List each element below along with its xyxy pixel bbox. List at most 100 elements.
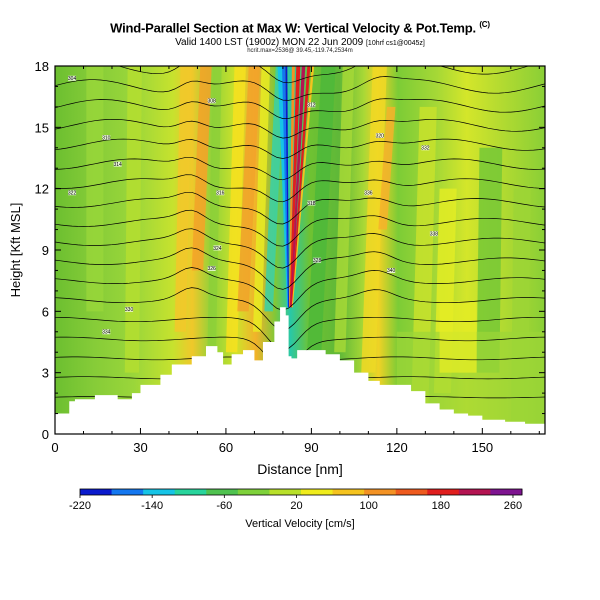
isentrope-line bbox=[55, 174, 545, 203]
colorbar-tick-label: -140 bbox=[141, 500, 163, 512]
isentrope-label: 330 bbox=[125, 307, 134, 313]
valid-time: Valid 1400 LST (1900z) MON 22 Jun 2009 bbox=[175, 37, 364, 48]
colorbar-swatch bbox=[206, 489, 239, 495]
isentrope-label: 310 bbox=[102, 135, 111, 141]
colorbar-swatch bbox=[269, 489, 302, 495]
chart-title: Wind-Parallel Section at Max W: Vertical… bbox=[0, 20, 600, 35]
isentrope-label-bg bbox=[421, 145, 430, 151]
isentrope-line bbox=[55, 156, 545, 181]
updraft-core-layer bbox=[291, 66, 311, 308]
isentrope-label: 338 bbox=[430, 231, 439, 237]
isentrope-line bbox=[55, 138, 545, 159]
y-axis-label: Height [Kft MSL] bbox=[8, 203, 23, 298]
isentrope-label-bg bbox=[68, 190, 77, 196]
isentrope-line bbox=[55, 191, 545, 225]
isentrope-label: 320 bbox=[376, 133, 385, 139]
colorbar-tick-label: 180 bbox=[432, 500, 450, 512]
colorbar-tick-label: -220 bbox=[69, 500, 91, 512]
colorbar-swatch bbox=[490, 489, 523, 495]
velocity-band bbox=[225, 66, 246, 353]
isentrope-line bbox=[55, 228, 545, 269]
colorbar-swatch bbox=[332, 489, 365, 495]
isentrope-label-bg bbox=[375, 133, 384, 139]
isentrope-line bbox=[55, 98, 545, 119]
colorbar-swatch bbox=[458, 489, 491, 495]
velocity-band bbox=[264, 66, 285, 312]
velocity-band bbox=[334, 66, 355, 353]
colorbar-swatch bbox=[364, 489, 397, 495]
isentrope-label: 318 bbox=[307, 201, 316, 207]
colorbar-swatch bbox=[395, 489, 428, 495]
isentrope-line bbox=[55, 118, 545, 139]
x-tick-label: 120 bbox=[386, 440, 408, 455]
isentrope-label: 314 bbox=[114, 162, 123, 168]
x-tick-label: 90 bbox=[304, 440, 318, 455]
colorbar-swatch bbox=[237, 489, 270, 495]
isentrope-label-bg bbox=[307, 200, 316, 206]
velocity-band bbox=[307, 66, 336, 353]
x-axis-label: Distance [nm] bbox=[257, 461, 343, 477]
isentrope-label-bg bbox=[364, 190, 373, 196]
y-tick-label: 0 bbox=[42, 427, 49, 442]
isentrope-label-bg bbox=[102, 135, 111, 141]
isentrope-line bbox=[55, 287, 545, 331]
isentrope-line bbox=[117, 66, 531, 84]
updraft-core-layer bbox=[290, 66, 306, 308]
isentrope-label: 336 bbox=[364, 191, 373, 197]
isentrope-label-bg bbox=[102, 329, 111, 335]
colorbar: -220 -140 -60 20 100 180 260 bbox=[69, 488, 523, 512]
isentrope-line bbox=[55, 209, 545, 247]
isentrope-label: 316 bbox=[216, 191, 225, 197]
isentrope-label: 322 bbox=[68, 191, 77, 197]
y-axis: 0 3 6 9 12 15 18 bbox=[35, 59, 545, 442]
plot-area: 304 310 314 322 330 334 308 316 324 326 312 318 328 3… bbox=[55, 66, 545, 434]
velocity-band bbox=[378, 106, 396, 230]
updraft-core-layer bbox=[289, 66, 301, 308]
isentrope-line bbox=[55, 247, 545, 290]
isentrope-lines: 304 310 314 322 330 334 308 316 324 326 312 318 328 3… bbox=[55, 66, 545, 430]
forecast-run: [10hrf cs1@0045z] bbox=[365, 40, 425, 47]
colorbar-swatch bbox=[111, 489, 144, 495]
isentrope-label: 332 bbox=[421, 146, 430, 152]
updraft-core-layer bbox=[277, 66, 289, 308]
isentrope-label-bg bbox=[207, 98, 216, 104]
isentrope-label: 324 bbox=[213, 246, 222, 252]
updraft-core-layer bbox=[289, 66, 295, 308]
y-tick-label: 15 bbox=[35, 120, 49, 135]
velocity-band bbox=[237, 66, 261, 312]
chart-title-text: Wind-Parallel Section at Max W: Vertical… bbox=[110, 20, 476, 36]
updraft-core bbox=[277, 66, 315, 308]
y-tick-label: 3 bbox=[42, 366, 49, 381]
x-tick-label: 0 bbox=[51, 440, 58, 455]
velocity-band bbox=[207, 66, 222, 353]
isentrope-label-bg bbox=[307, 102, 316, 108]
colorbar-frame bbox=[79, 488, 523, 496]
updraft-core-layer bbox=[291, 66, 315, 308]
isentrope-label: 312 bbox=[307, 103, 316, 109]
isentrope-label: 340 bbox=[387, 268, 396, 274]
copyright-tag: (C) bbox=[479, 20, 490, 29]
velocity-band bbox=[361, 66, 387, 373]
y-tick-label: 18 bbox=[35, 59, 49, 74]
velocity-band bbox=[174, 66, 192, 332]
isentrope-line bbox=[55, 267, 545, 311]
isentrope-label-bg bbox=[213, 245, 222, 251]
updraft-core-layer bbox=[282, 66, 289, 308]
velocity-band bbox=[439, 301, 477, 373]
isentrope-label-bg bbox=[216, 190, 225, 196]
velocity-band bbox=[191, 66, 212, 271]
isentrope-label: 308 bbox=[208, 99, 217, 105]
colorbar-swatch bbox=[427, 489, 460, 495]
isentrope-label: 334 bbox=[102, 330, 111, 336]
y-tick-label: 12 bbox=[35, 182, 49, 197]
updraft-core-layer bbox=[285, 66, 289, 308]
colorbar-swatch bbox=[143, 489, 176, 495]
isentrope-label-bg bbox=[113, 161, 122, 167]
x-tick-label: 150 bbox=[471, 440, 493, 455]
isentrope-label-bg bbox=[313, 257, 322, 263]
colorbar-swatch bbox=[80, 489, 113, 495]
colorbar-tick-label: 100 bbox=[359, 500, 377, 512]
x-tick-label: 60 bbox=[219, 440, 233, 455]
y-tick-label: 9 bbox=[42, 243, 49, 258]
